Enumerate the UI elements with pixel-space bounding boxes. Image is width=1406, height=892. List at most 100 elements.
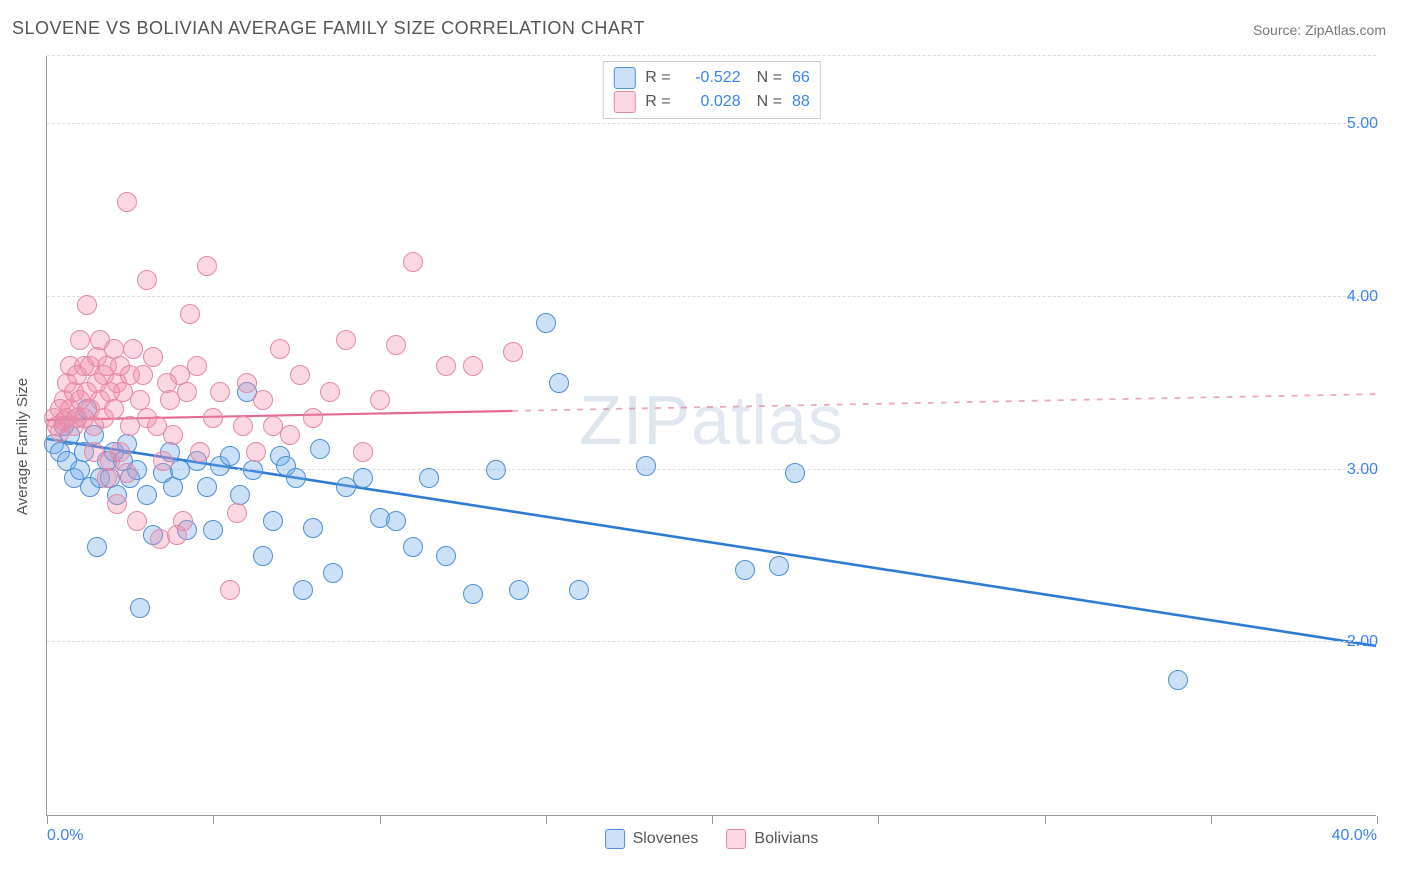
- data-point-bolivians: [246, 442, 266, 462]
- data-point-bolivians: [220, 580, 240, 600]
- data-point-bolivians: [117, 463, 137, 483]
- data-point-bolivians: [336, 330, 356, 350]
- gridline-h: [47, 296, 1376, 297]
- data-point-bolivians: [303, 408, 323, 428]
- n-label: N =: [757, 90, 782, 114]
- x-tick: [546, 816, 547, 824]
- data-point-slovenes: [293, 580, 313, 600]
- data-point-slovenes: [569, 580, 589, 600]
- watermark: ZIPatlas: [579, 380, 844, 460]
- chart-title: SLOVENE VS BOLIVIAN AVERAGE FAMILY SIZE …: [12, 18, 645, 39]
- data-point-slovenes: [735, 560, 755, 580]
- legend-label: Slovenes: [633, 830, 699, 848]
- data-point-slovenes: [253, 546, 273, 566]
- legend-item-bolivians: Bolivians: [726, 829, 818, 849]
- x-tick: [213, 816, 214, 824]
- data-point-bolivians: [107, 494, 127, 514]
- data-point-bolivians: [104, 399, 124, 419]
- y-axis-label-wrap: Average Family Size: [8, 0, 38, 892]
- data-point-bolivians: [97, 468, 117, 488]
- legend-row-slovenes: R = -0.522 N = 66: [613, 66, 809, 90]
- legend-row-bolivians: R = 0.028 N = 88: [613, 90, 809, 114]
- data-point-slovenes: [243, 460, 263, 480]
- legend-item-slovenes: Slovenes: [605, 829, 699, 849]
- x-tick-label: 40.0%: [1332, 827, 1377, 845]
- r-value: -0.522: [681, 66, 741, 90]
- x-tick: [1377, 816, 1378, 824]
- x-tick: [380, 816, 381, 824]
- data-point-bolivians: [117, 192, 137, 212]
- data-point-slovenes: [310, 439, 330, 459]
- data-point-bolivians: [127, 511, 147, 531]
- data-point-slovenes: [386, 511, 406, 531]
- data-point-bolivians: [320, 382, 340, 402]
- legend-swatch-slovenes: [605, 829, 625, 849]
- x-tick: [1045, 816, 1046, 824]
- n-label: N =: [757, 66, 782, 90]
- y-axis-label: Average Family Size: [15, 377, 32, 514]
- plot-area: ZIPatlas R = -0.522 N = 66 R = 0.028 N =…: [46, 56, 1376, 816]
- data-point-bolivians: [237, 373, 257, 393]
- r-label: R =: [645, 90, 670, 114]
- gridline-h: [47, 641, 1376, 642]
- data-point-slovenes: [509, 580, 529, 600]
- data-point-slovenes: [286, 468, 306, 488]
- source-label: Source: ZipAtlas.com: [1253, 22, 1386, 38]
- data-point-slovenes: [1168, 670, 1188, 690]
- data-point-bolivians: [233, 416, 253, 436]
- data-point-slovenes: [323, 563, 343, 583]
- correlation-legend: R = -0.522 N = 66 R = 0.028 N = 88: [602, 61, 820, 119]
- data-point-bolivians: [370, 390, 390, 410]
- y-tick-label: 4.00: [1347, 288, 1378, 306]
- x-tick: [47, 816, 48, 824]
- x-tick: [878, 816, 879, 824]
- series-legend: Slovenes Bolivians: [605, 829, 819, 849]
- data-point-bolivians: [463, 356, 483, 376]
- watermark-bold: ZIP: [579, 381, 691, 459]
- n-value: 66: [792, 66, 810, 90]
- data-point-bolivians: [187, 356, 207, 376]
- data-point-bolivians: [436, 356, 456, 376]
- data-point-bolivians: [280, 425, 300, 445]
- data-point-bolivians: [133, 365, 153, 385]
- data-point-bolivians: [153, 451, 173, 471]
- data-point-slovenes: [197, 477, 217, 497]
- data-point-bolivians: [197, 256, 217, 276]
- data-point-bolivians: [253, 390, 273, 410]
- data-point-bolivians: [137, 270, 157, 290]
- data-point-slovenes: [549, 373, 569, 393]
- data-point-slovenes: [463, 584, 483, 604]
- data-point-bolivians: [203, 408, 223, 428]
- y-tick-label: 5.00: [1347, 115, 1378, 133]
- legend-swatch-bolivians: [613, 91, 635, 113]
- data-point-slovenes: [536, 313, 556, 333]
- data-point-bolivians: [386, 335, 406, 355]
- data-point-bolivians: [270, 339, 290, 359]
- data-point-bolivians: [503, 342, 523, 362]
- data-point-slovenes: [436, 546, 456, 566]
- chart-frame: SLOVENE VS BOLIVIAN AVERAGE FAMILY SIZE …: [0, 0, 1406, 892]
- data-point-bolivians: [77, 295, 97, 315]
- y-tick-label: 3.00: [1347, 461, 1378, 479]
- r-label: R =: [645, 66, 670, 90]
- x-tick: [712, 816, 713, 824]
- data-point-slovenes: [353, 468, 373, 488]
- data-point-bolivians: [290, 365, 310, 385]
- legend-label: Bolivians: [754, 830, 818, 848]
- data-point-slovenes: [137, 485, 157, 505]
- y-tick-label: 2.00: [1347, 633, 1378, 651]
- data-point-bolivians: [173, 511, 193, 531]
- data-point-bolivians: [123, 339, 143, 359]
- gridline-h: [47, 55, 1376, 56]
- legend-swatch-slovenes: [613, 67, 635, 89]
- data-point-slovenes: [130, 598, 150, 618]
- legend-swatch-bolivians: [726, 829, 746, 849]
- data-point-slovenes: [203, 520, 223, 540]
- data-point-slovenes: [303, 518, 323, 538]
- n-value: 88: [792, 90, 810, 114]
- data-point-slovenes: [220, 446, 240, 466]
- watermark-thin: atlas: [691, 381, 844, 459]
- data-point-slovenes: [785, 463, 805, 483]
- data-point-slovenes: [87, 537, 107, 557]
- gridline-h: [47, 123, 1376, 124]
